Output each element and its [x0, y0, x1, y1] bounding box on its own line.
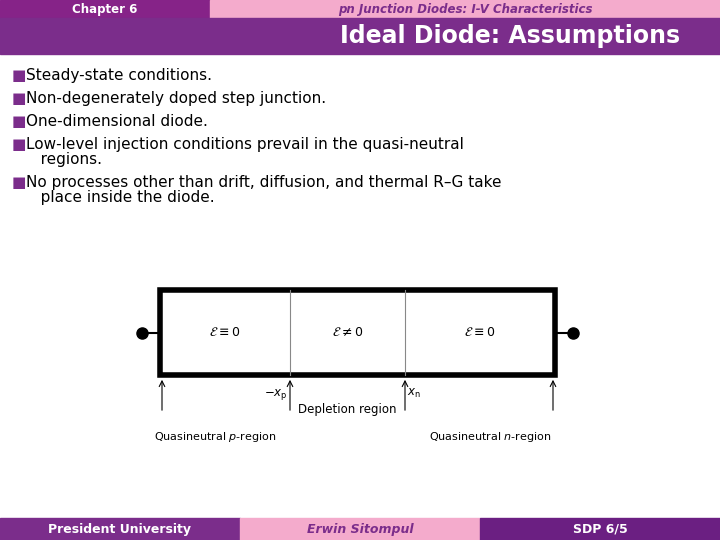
Text: Ideal Diode: Assumptions: Ideal Diode: Assumptions	[340, 24, 680, 48]
Text: Low-level injection conditions prevail in the quasi-neutral: Low-level injection conditions prevail i…	[26, 137, 464, 152]
Text: President University: President University	[48, 523, 192, 536]
Text: One-dimensional diode.: One-dimensional diode.	[26, 114, 208, 129]
Bar	[480, 518, 720, 540]
Text: Non-degenerately doped step junction.: Non-degenerately doped step junction.	[26, 91, 326, 106]
Text: pn Junction Diodes: I-V Characteristics: pn Junction Diodes: I-V Characteristics	[338, 3, 593, 16]
Text: Steady-state conditions.: Steady-state conditions.	[26, 68, 212, 83]
Bar	[0, 18, 720, 54]
Text: $\mathcal{E}\neq 0$: $\mathcal{E}\neq 0$	[332, 326, 363, 339]
Bar	[240, 518, 480, 540]
Text: regions.: regions.	[26, 152, 102, 167]
Text: ■: ■	[12, 175, 27, 190]
Text: Depletion region: Depletion region	[298, 403, 397, 416]
Text: place inside the diode.: place inside the diode.	[26, 190, 215, 205]
Bar	[0, 518, 240, 540]
Text: ■: ■	[12, 91, 27, 106]
Text: Erwin Sitompul: Erwin Sitompul	[307, 523, 413, 536]
Bar	[210, 0, 720, 18]
Text: $\mathcal{E}\equiv 0$: $\mathcal{E}\equiv 0$	[464, 326, 495, 339]
Text: $\mathcal{E}\equiv 0$: $\mathcal{E}\equiv 0$	[210, 326, 240, 339]
Text: Quasineutral $n$-region: Quasineutral $n$-region	[429, 430, 552, 444]
Text: ■: ■	[12, 68, 27, 83]
Text: SDP 6/5: SDP 6/5	[572, 523, 627, 536]
Text: $x_{\rm n}$: $x_{\rm n}$	[407, 387, 420, 400]
Bar	[0, 0, 210, 18]
Text: No processes other than drift, diffusion, and thermal R–G take: No processes other than drift, diffusion…	[26, 175, 502, 190]
Text: $-x_{\rm p}$: $-x_{\rm p}$	[264, 387, 288, 402]
Text: ■: ■	[12, 114, 27, 129]
Text: Quasineutral $p$-region: Quasineutral $p$-region	[154, 430, 276, 444]
Bar	[160, 290, 555, 375]
Text: Chapter 6: Chapter 6	[72, 3, 138, 16]
Text: ■: ■	[12, 137, 27, 152]
